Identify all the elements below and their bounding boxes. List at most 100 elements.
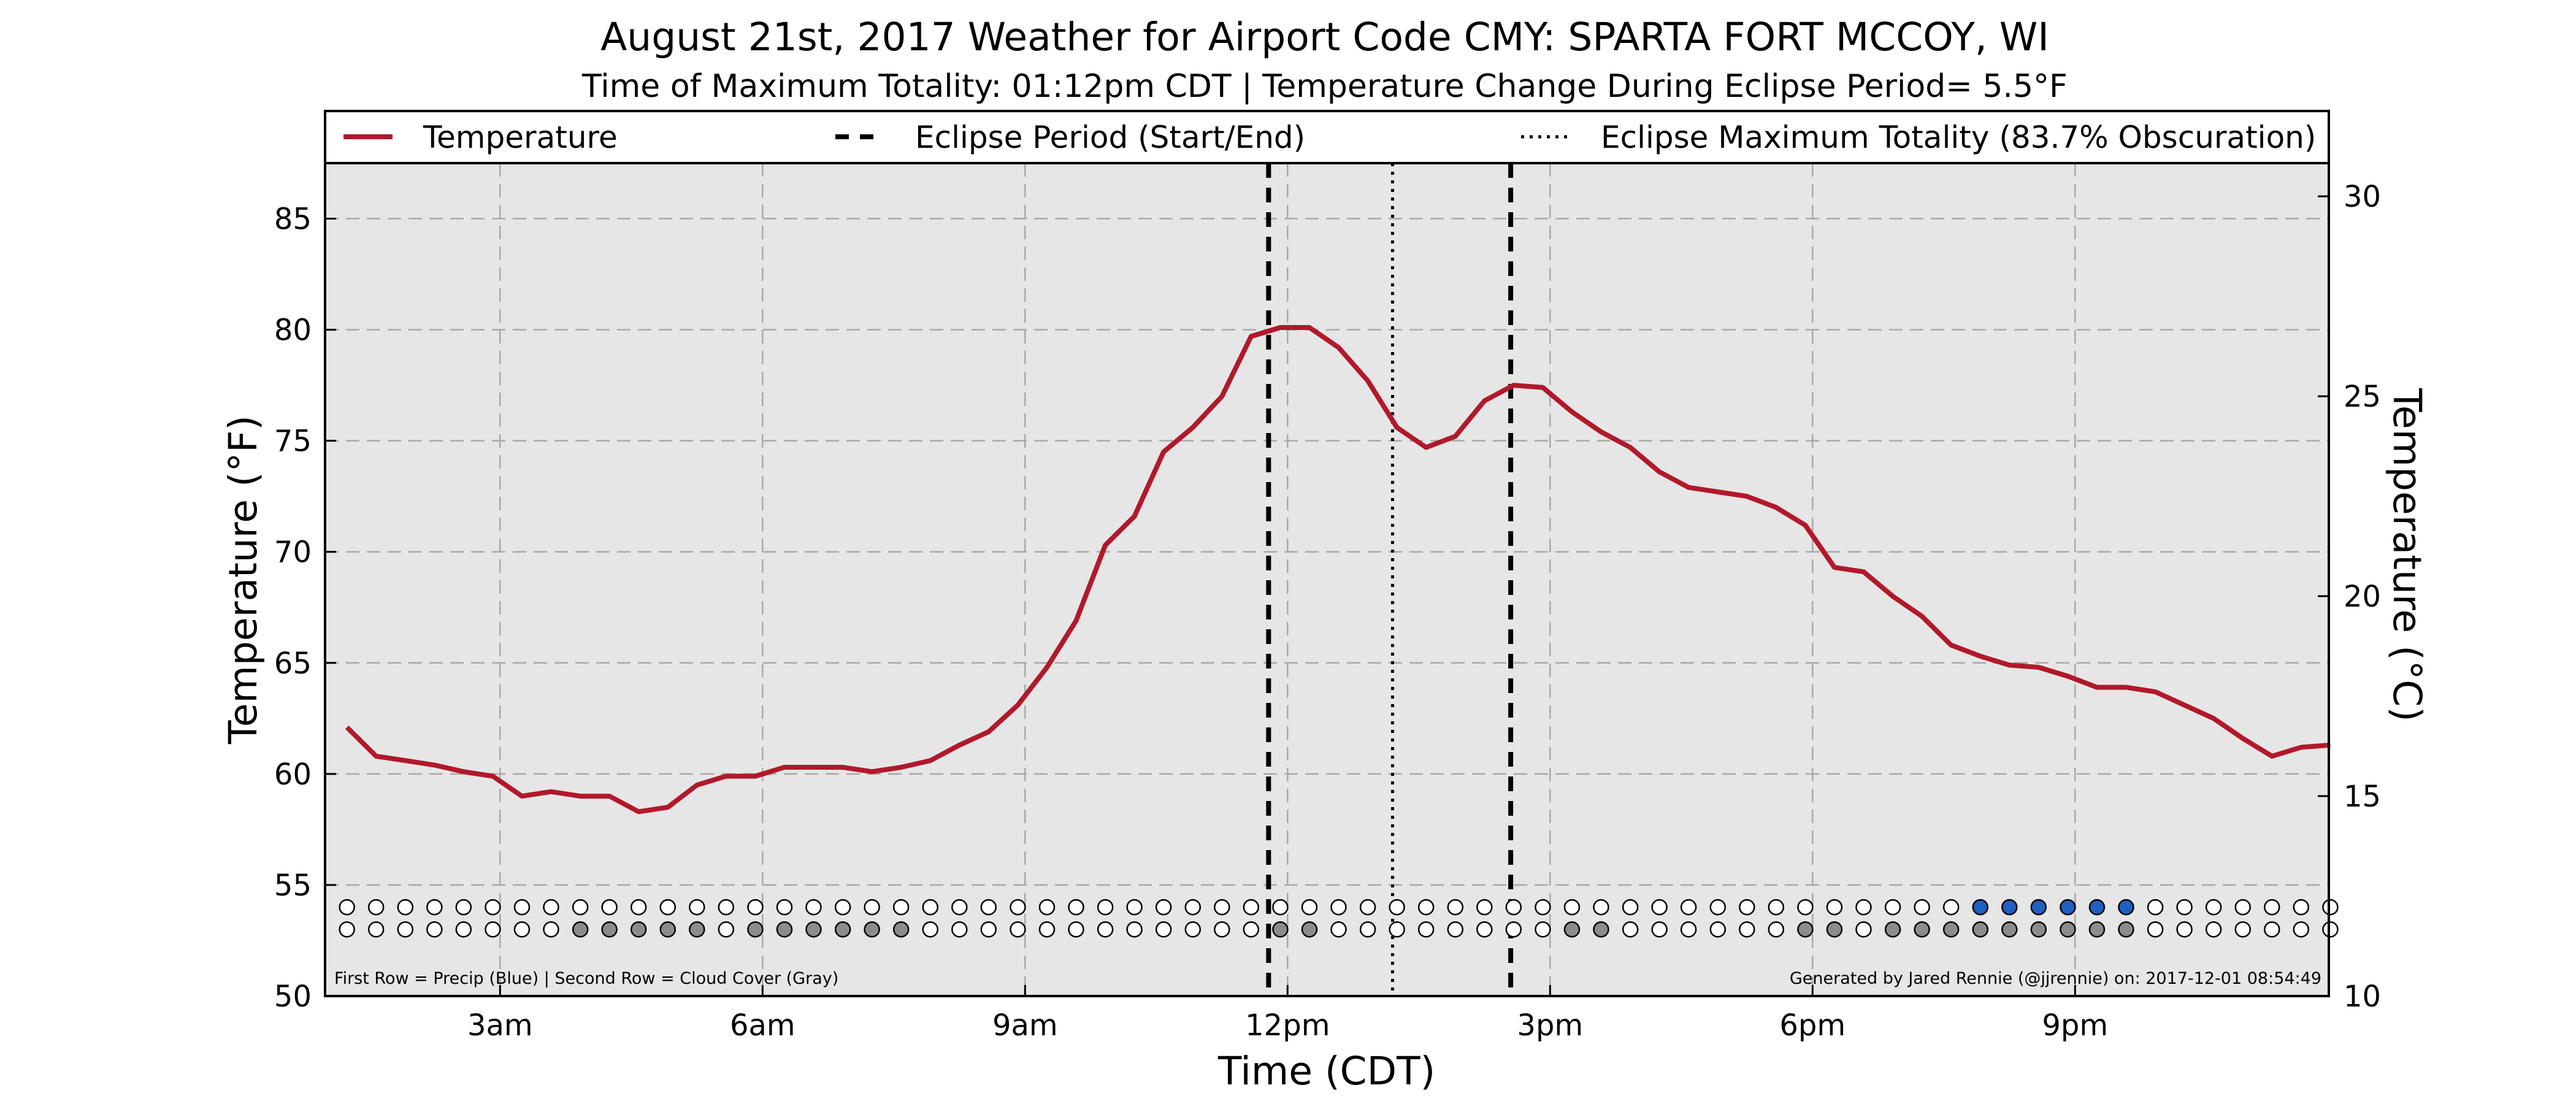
cloud-marker [1476,921,1493,938]
cloud-marker [1651,921,1668,938]
cloud-marker [1389,921,1405,938]
cloud-marker [2030,921,2047,938]
y-tick-label-50: 50 [274,979,312,1014]
legend-label-temperature: Temperature [423,120,618,155]
annotation-left: First Row = Precip (Blue) | Second Row =… [334,969,838,988]
cloud-marker [1272,921,1289,938]
precip-marker [1593,899,1609,916]
precip-marker [1884,899,1901,916]
cloud-marker [543,921,559,938]
cloud-marker [1359,921,1376,938]
cloud-marker [1301,921,1318,938]
precip-marker [659,899,677,916]
cloud-marker [1038,921,1056,938]
cloud-marker [1884,921,1901,938]
precip-marker [601,899,618,916]
precip-marker [367,899,385,916]
precip-marker [1768,899,1785,916]
x-axis-label: Time (CDT) [1217,1049,1435,1094]
observation-markers [339,899,2339,938]
cloud-marker [1739,921,1755,938]
precip-marker [1359,899,1376,916]
chart-subtitle: Time of Maximum Totality: 01:12pm CDT | … [581,68,2068,105]
y-tick-label-60: 60 [274,757,312,792]
cloud-marker [1942,921,1960,938]
precip-marker [426,899,443,916]
precip-marker [689,899,705,916]
precip-marker [1184,899,1202,916]
precip-marker [951,899,968,916]
cloud-marker [1505,921,1522,938]
cloud-marker [2001,921,2018,938]
cloud-marker [630,921,647,938]
precip-marker [1535,899,1551,916]
cloud-marker [834,921,851,938]
cloud-marker [1709,921,1727,938]
precip-marker [1476,899,1493,916]
x-tick-label-6pm: 6pm [1779,1008,1846,1043]
cloud-marker [1330,921,1347,938]
cloud-marker [1680,921,1697,938]
precip-marker [1447,899,1464,916]
cloud-marker [776,921,793,938]
precip-marker [1272,899,1289,916]
precip-marker [1389,899,1405,916]
precip-marker [1942,899,1960,916]
cloud-marker [1010,921,1026,938]
precip-marker [1651,899,1668,916]
x-tick-label-3am: 3am [467,1008,533,1043]
precip-marker [892,899,910,916]
cloud-marker [805,921,822,938]
precip-marker [1097,899,1114,916]
cloud-marker [1155,921,1172,938]
y-axis-label-right: Temperature (°C) [2385,388,2429,722]
precip-marker [776,899,793,916]
y-tick-label-55: 55 [274,868,312,903]
precip-marker [513,899,531,916]
precip-marker [1214,899,1230,916]
precip-marker [2293,899,2310,916]
precip-marker [1155,899,1172,916]
cloud-marker [1535,921,1551,938]
y-right-tick-label-15: 15 [2344,780,2381,814]
grid-lines [325,163,2329,996]
cloud-marker [572,921,589,938]
legend: Temperature Eclipse Period (Start/End) E… [324,110,2330,164]
eclipse-lines [1266,163,1514,996]
y-tick-label-80: 80 [274,313,312,348]
y-axis-label-left: Temperature (°F) [221,415,266,745]
cloud-marker [2293,921,2310,938]
cloud-marker [2060,921,2076,938]
precip-marker [1243,899,1260,916]
plot-area [325,163,2329,996]
cloud-marker [367,921,385,938]
precip-marker [922,899,939,916]
cloud-marker [659,921,677,938]
cloud-marker [892,921,910,938]
cloud-marker [2322,921,2339,938]
cloud-marker [922,921,939,938]
legend-frame [324,110,2330,164]
chart-title: August 21st, 2017 Weather for Airport Co… [600,15,2049,59]
cloud-marker [601,921,618,938]
precip-marker [2234,899,2252,916]
cloud-marker [1826,921,1843,938]
precip-marker [1563,899,1581,916]
cloud-marker [485,921,501,938]
cloud-marker [1097,921,1114,938]
precip-marker [1739,899,1755,916]
precip-marker [980,899,997,916]
cloud-marker [1622,921,1639,938]
cloud-marker [689,921,705,938]
cloud-marker [1972,921,1989,938]
cloud-marker [980,921,997,938]
precip-marker [2147,899,2164,916]
cloud-marker [1593,921,1609,938]
precip-marker [864,899,880,916]
y-tick-label-65: 65 [274,646,312,681]
temperature-line [345,325,2331,815]
cloud-marker [2147,921,2164,938]
precip-marker [2030,899,2047,916]
legend-label-max-totality: Eclipse Maximum Totality (83.7% Obscurat… [1601,120,2316,155]
